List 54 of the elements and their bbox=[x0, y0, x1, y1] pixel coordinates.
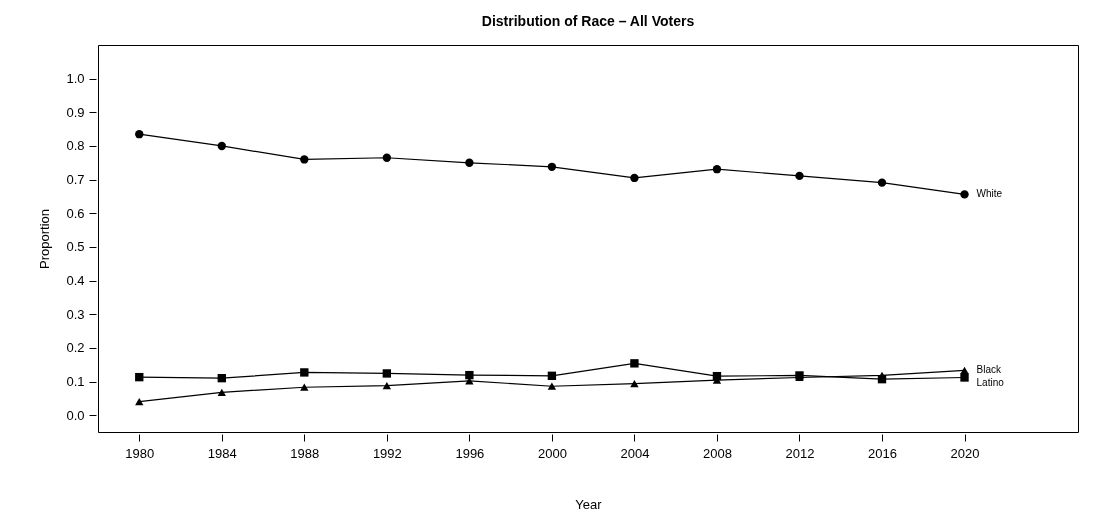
x-tick-label: 1984 bbox=[207, 445, 237, 461]
point bbox=[630, 359, 639, 368]
point bbox=[795, 171, 804, 181]
y-tick-label: 0.0 bbox=[66, 407, 85, 423]
y-tick-label: 0.5 bbox=[66, 239, 85, 255]
chart-title: Distribution of Race – All Voters bbox=[481, 13, 695, 29]
y-tick-label: 0.6 bbox=[66, 205, 85, 221]
x-tick-label: 2012 bbox=[785, 445, 815, 461]
point bbox=[547, 162, 557, 171]
y-tick-label: 1.0 bbox=[66, 71, 85, 87]
point bbox=[960, 190, 969, 199]
point bbox=[960, 373, 969, 382]
y-tick-label: 0.3 bbox=[66, 306, 85, 322]
x-tick-label: 2020 bbox=[950, 445, 980, 461]
point bbox=[465, 370, 474, 380]
point bbox=[135, 372, 144, 382]
series-label: Black bbox=[976, 364, 1002, 376]
point bbox=[300, 383, 309, 391]
point bbox=[217, 388, 226, 396]
x-tick-label: 1980 bbox=[125, 445, 155, 461]
series-label: Latino bbox=[976, 377, 1005, 389]
y-tick-label: 0.8 bbox=[66, 138, 85, 154]
x-axis-title: Year bbox=[575, 496, 603, 512]
point bbox=[382, 381, 392, 390]
x-tick-label: 1992 bbox=[372, 445, 402, 461]
point bbox=[465, 158, 474, 167]
x-tick-label: 2008 bbox=[702, 445, 732, 461]
point bbox=[382, 369, 392, 378]
point bbox=[300, 368, 309, 377]
point bbox=[217, 141, 226, 151]
y-tick-label: 0.7 bbox=[66, 172, 85, 188]
x-tick-label: 2016 bbox=[868, 445, 897, 461]
point bbox=[547, 371, 557, 380]
x-tick-label: 2004 bbox=[620, 445, 650, 461]
point bbox=[300, 155, 309, 164]
point bbox=[630, 379, 639, 388]
point bbox=[217, 373, 226, 383]
point bbox=[877, 178, 887, 187]
y-tick-label: 0.2 bbox=[66, 340, 85, 356]
point bbox=[547, 382, 557, 390]
point bbox=[382, 153, 392, 162]
x-tick-label: 1988 bbox=[290, 445, 320, 461]
y-tick-label: 0.1 bbox=[66, 374, 85, 390]
y-axis-title: Proportion bbox=[37, 209, 53, 269]
y-tick-label: 0.4 bbox=[66, 273, 85, 289]
point bbox=[135, 130, 144, 139]
y-tick-label: 0.9 bbox=[66, 104, 85, 120]
series-label: White bbox=[976, 188, 1003, 200]
point bbox=[630, 173, 639, 183]
point bbox=[135, 398, 144, 406]
x-tick-label: 2000 bbox=[537, 445, 567, 461]
point bbox=[712, 165, 722, 174]
x-tick-label: 1996 bbox=[455, 445, 485, 461]
point bbox=[960, 366, 969, 375]
